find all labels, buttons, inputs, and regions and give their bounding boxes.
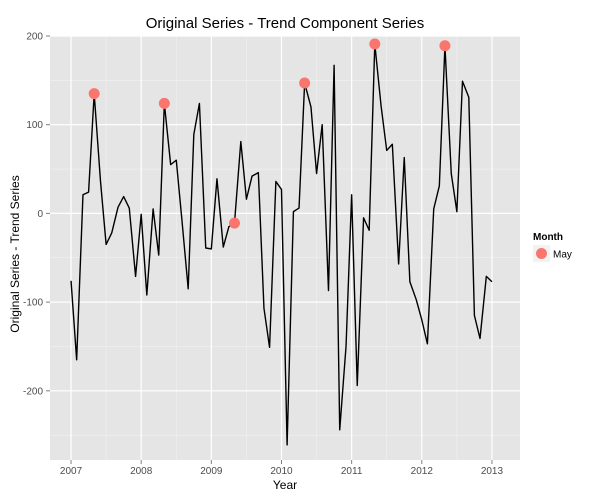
- may-point: [369, 38, 381, 50]
- legend-key-point: [536, 248, 547, 259]
- series-line: [70, 43, 493, 446]
- legend-label-may: May: [553, 250, 572, 261]
- may-point: [228, 217, 240, 229]
- x-tick-label: 2011: [341, 466, 363, 477]
- x-tick-label: 2009: [200, 466, 223, 477]
- x-tick-label: 2008: [130, 466, 153, 477]
- y-tick-label: 100: [26, 120, 43, 131]
- y-axis-title: Original Series - Trend Series: [8, 175, 22, 332]
- x-axis-title: Year: [273, 478, 297, 492]
- y-tick-label: 200: [26, 32, 43, 43]
- may-point: [299, 77, 311, 89]
- plot-area: 2007 2008 2009 2010 2011 2012 2013 -200 -100 0 100…: [23, 32, 520, 477]
- chart-title: Original Series - Trend Component Series: [146, 15, 424, 32]
- x-tick-label: 2010: [270, 466, 293, 477]
- y-tick-label: -200: [23, 386, 43, 397]
- x-tick-label: 2012: [411, 466, 434, 477]
- may-point: [88, 88, 100, 100]
- y-tick-label: 0: [37, 209, 43, 220]
- may-point: [439, 40, 451, 52]
- x-tick-label: 2007: [60, 466, 83, 477]
- y-tick-label: -100: [23, 298, 43, 309]
- legend: Month May: [533, 232, 572, 262]
- legend-title: Month: [533, 232, 563, 243]
- panel-background: [50, 36, 520, 460]
- x-tick-label: 2013: [481, 466, 504, 477]
- may-point: [158, 97, 170, 109]
